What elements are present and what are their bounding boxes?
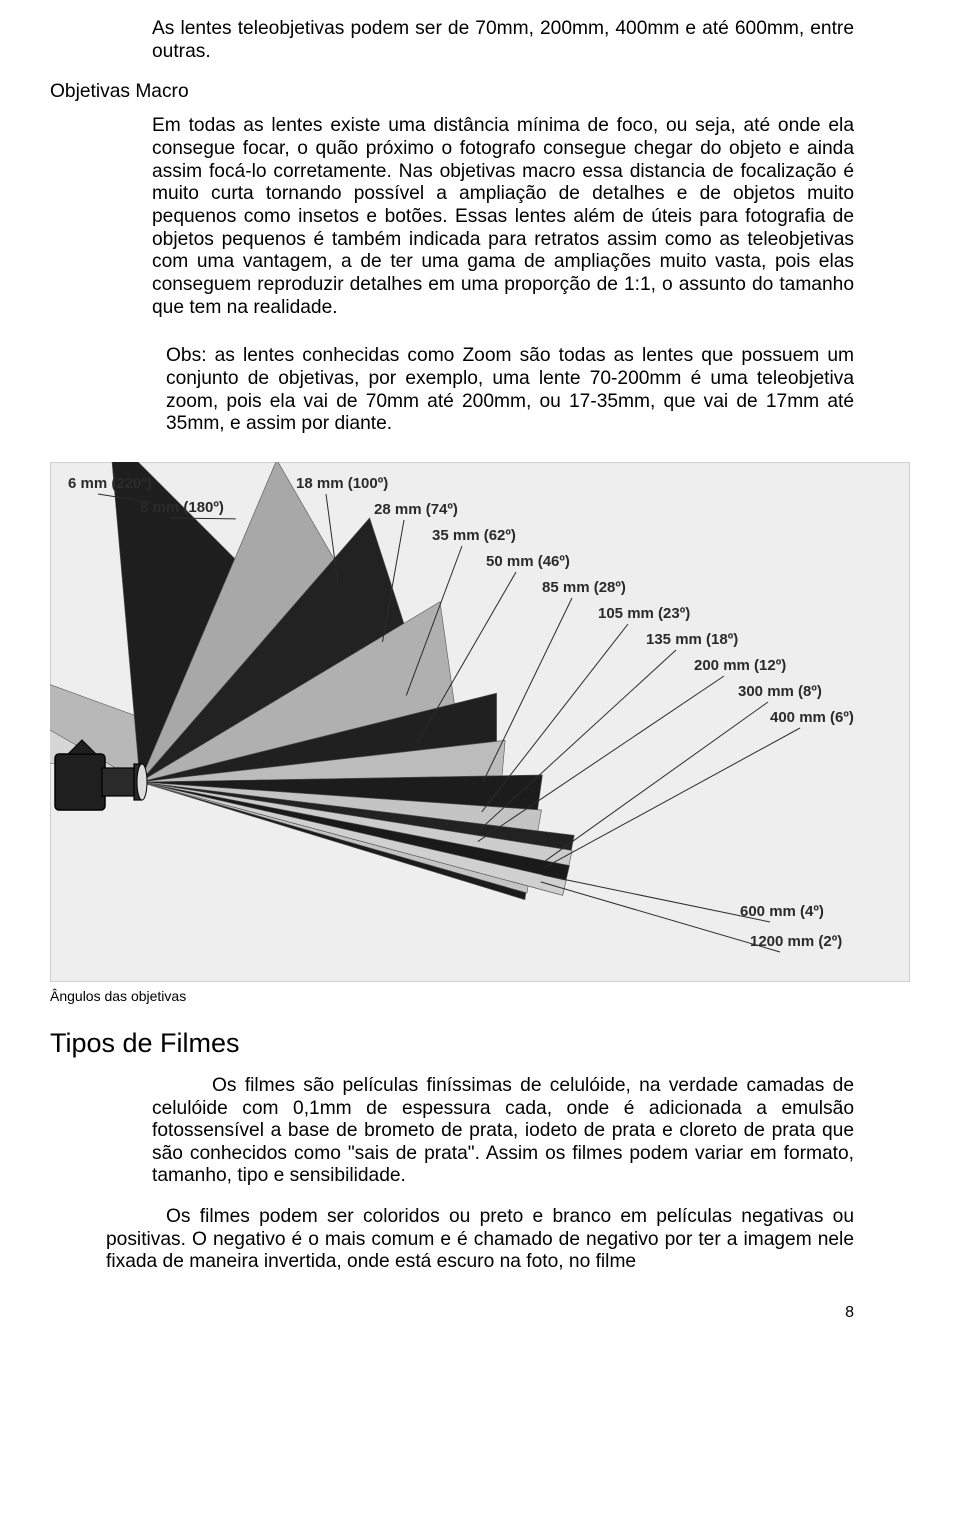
diagram-caption: Ângulos das objetivas [50,988,960,1004]
svg-text:135 mm (18º): 135 mm (18º) [646,631,738,648]
svg-text:8 mm (180º): 8 mm (180º) [140,499,224,516]
paragraph-filmes-2: Os filmes podem ser coloridos ou preto e… [106,1206,854,1274]
svg-text:400 mm (6º): 400 mm (6º) [770,709,854,726]
svg-text:50 mm (46º): 50 mm (46º) [486,553,570,570]
paragraph-macro: Em todas as lentes existe uma distância … [152,115,854,319]
svg-text:600 mm (4º): 600 mm (4º) [740,903,824,920]
focal-length-diagram: 6 mm (220º) 8 mm (180º) 18 mm (100º) 28 mm … [50,462,910,982]
svg-text:6 mm (220º): 6 mm (220º) [68,475,152,492]
paragraph-filmes-1: Os filmes são películas finíssimas de ce… [152,1075,854,1188]
document-page: As lentes teleobjetivas podem ser de 70m… [0,0,960,1342]
svg-text:1200 mm (2º): 1200 mm (2º) [750,933,842,950]
svg-text:18 mm (100º): 18 mm (100º) [296,475,388,492]
svg-text:35 mm (62º): 35 mm (62º) [432,527,516,544]
svg-text:85 mm (28º): 85 mm (28º) [542,579,626,596]
svg-text:28 mm (74º): 28 mm (74º) [374,501,458,518]
paragraph-teleobjetivas: As lentes teleobjetivas podem ser de 70m… [152,18,854,63]
paragraph-obs-zoom: Obs: as lentes conhecidas como Zoom são … [166,345,854,436]
page-number: 8 [0,1304,854,1322]
svg-text:300 mm (8º): 300 mm (8º) [738,683,822,700]
heading-tipos-de-filmes: Tipos de Filmes [50,1028,960,1059]
svg-text:105 mm (23º): 105 mm (23º) [598,605,690,622]
svg-text:200 mm (12º): 200 mm (12º) [694,657,786,674]
section-label-objetivas-macro: Objetivas Macro [50,81,960,103]
focal-length-svg: 6 mm (220º) 8 mm (180º) 18 mm (100º) 28 mm … [50,462,910,982]
